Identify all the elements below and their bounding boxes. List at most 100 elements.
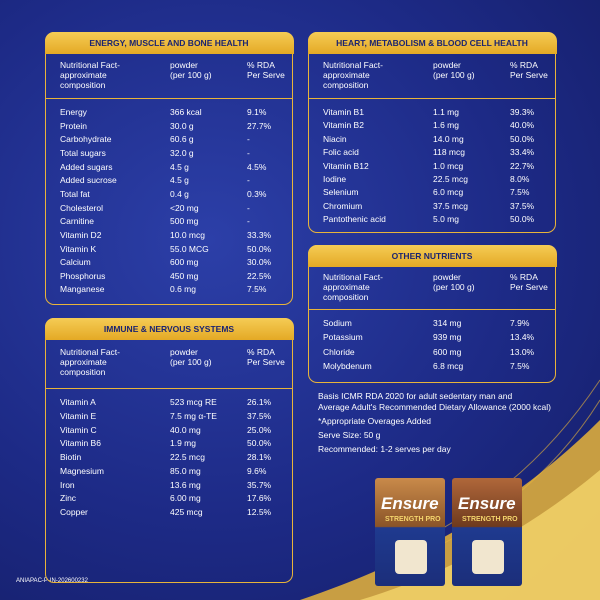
nutrient: Added sugars — [60, 161, 113, 172]
amount: 55.0 MCG — [170, 243, 209, 254]
nutrient: Folic acid — [323, 147, 359, 158]
panel: OTHER NUTRIENTS — [307, 244, 557, 383]
rda: - — [247, 134, 250, 145]
divider — [309, 98, 555, 99]
rda: 22.7% — [510, 160, 535, 171]
panel: ENERGY, MUSCLE AND BONE HEALTH — [44, 31, 294, 305]
nutrient: Phosphorus — [60, 270, 106, 281]
note: Average Adult's Recommended Dietary Allo… — [318, 402, 551, 412]
nutrient: Protein — [60, 120, 87, 131]
nutrient: Total fat — [60, 188, 90, 199]
nutrient: Energy — [60, 107, 87, 117]
amount: 0.4 g — [170, 188, 189, 199]
nutrient: Vitamin B6 — [60, 438, 101, 449]
column-header: Nutritional Fact- — [60, 60, 120, 70]
rda: 4.5% — [247, 161, 267, 172]
rda: 22.5% — [247, 270, 272, 281]
amount: 1.1 mg — [433, 107, 459, 117]
amount: 22.5 mcg — [170, 452, 205, 462]
column-header: powder — [170, 347, 198, 357]
amount: 1.0 mcg — [433, 160, 464, 171]
amount: 600 mg — [170, 257, 199, 268]
amount: 0.6 mg — [170, 284, 196, 295]
nutrient: Chromium — [323, 200, 363, 211]
nutrient: Vitamin B1 — [323, 107, 364, 117]
nutrient: Potassium — [323, 332, 363, 343]
column-header: Nutritional Fact- — [323, 272, 383, 282]
nutrient: Added sucrose — [60, 175, 117, 186]
nutrient: Copper — [60, 507, 88, 517]
amount: 6.0 mcg — [433, 187, 464, 198]
amount: 4.5 g — [170, 161, 189, 172]
nutrient: Calcium — [60, 257, 91, 268]
rda: 39.3% — [510, 107, 535, 117]
column-header: Nutritional Fact- — [60, 347, 120, 357]
column-header: approximate — [60, 357, 107, 367]
amount: 37.5 mcg — [433, 200, 468, 211]
note: Basis ICMR RDA 2020 for adult sedentary … — [318, 391, 513, 401]
column-header: composition — [323, 80, 369, 90]
rda: 26.1% — [247, 397, 272, 407]
rda: 27.7% — [247, 120, 272, 131]
divider — [46, 388, 292, 389]
amount: 32.0 g — [170, 147, 194, 158]
rda: 9.1% — [247, 107, 267, 117]
rda: 13.4% — [510, 332, 535, 343]
product-variant: STRENGTH PRO — [385, 516, 441, 523]
amount: 600 mg — [433, 346, 462, 357]
column-header: approximate — [323, 70, 370, 80]
panel-title: OTHER NUTRIENTS — [307, 244, 557, 267]
panel: HEART, METABOLISM & BLOOD CELL HEALTH — [307, 31, 557, 233]
amount: 366 kcal — [170, 107, 202, 117]
nutrient: Manganese — [60, 284, 105, 295]
nutrient: Iron — [60, 479, 75, 490]
rda: 9.6% — [247, 465, 267, 476]
amount: 40.0 mg — [170, 424, 201, 435]
amount: 450 mg — [170, 270, 199, 281]
column-header: Per Serve — [510, 282, 548, 292]
nutrient: Vitamin E — [60, 410, 97, 421]
rda: 7.5% — [510, 187, 530, 198]
nutrient: Iodine — [323, 174, 347, 184]
amount: 4.5 g — [170, 175, 189, 186]
nutrient: Chloride — [323, 346, 355, 357]
amount: 85.0 mg — [170, 465, 201, 476]
column-header: powder — [433, 272, 461, 282]
amount: 14.0 mg — [433, 133, 464, 144]
amount: 1.6 mg — [433, 120, 459, 131]
rda: 0.3% — [247, 188, 267, 199]
nutrient: Biotin — [60, 452, 82, 462]
amount: 22.5 mcg — [433, 174, 468, 184]
panel-title: HEART, METABOLISM & BLOOD CELL HEALTH — [307, 31, 557, 54]
rda: 37.5% — [510, 200, 535, 211]
amount: 13.6 mg — [170, 479, 201, 490]
product-brand: Ensure — [458, 494, 516, 513]
amount: 7.5 mg α-TE — [170, 410, 217, 421]
amount: 939 mg — [433, 332, 462, 343]
nutrient: Vitamin K — [60, 243, 97, 254]
column-header: composition — [60, 80, 106, 90]
amount: 6.00 mg — [170, 493, 201, 504]
amount: 60.6 g — [170, 134, 194, 145]
column-header: powder — [170, 60, 198, 70]
rda: - — [247, 175, 250, 186]
rda: 37.5% — [247, 410, 272, 421]
column-header: % RDA — [510, 272, 538, 282]
amount: 6.8 mcg — [433, 360, 464, 371]
nutrient: Molybdenum — [323, 360, 372, 371]
panel: IMMUNE & NERVOUS SYSTEMS — [44, 317, 294, 583]
column-header: % RDA — [510, 60, 538, 70]
panel-title: ENERGY, MUSCLE AND BONE HEALTH — [44, 31, 294, 54]
column-header: powder — [433, 60, 461, 70]
rda: 17.6% — [247, 493, 272, 504]
nutrient: Carbohydrate — [60, 134, 112, 145]
product-variant: STRENGTH PRO — [462, 516, 518, 523]
rda: 7.9% — [510, 318, 530, 328]
amount: 5.0 mg — [433, 214, 459, 225]
nutrient: Vitamin C — [60, 424, 97, 435]
rda: 50.0% — [510, 133, 535, 144]
rda: 7.5% — [247, 284, 267, 295]
rda: 8.0% — [510, 174, 530, 184]
rda: 28.1% — [247, 452, 272, 462]
column-header: Nutritional Fact- — [323, 60, 383, 70]
